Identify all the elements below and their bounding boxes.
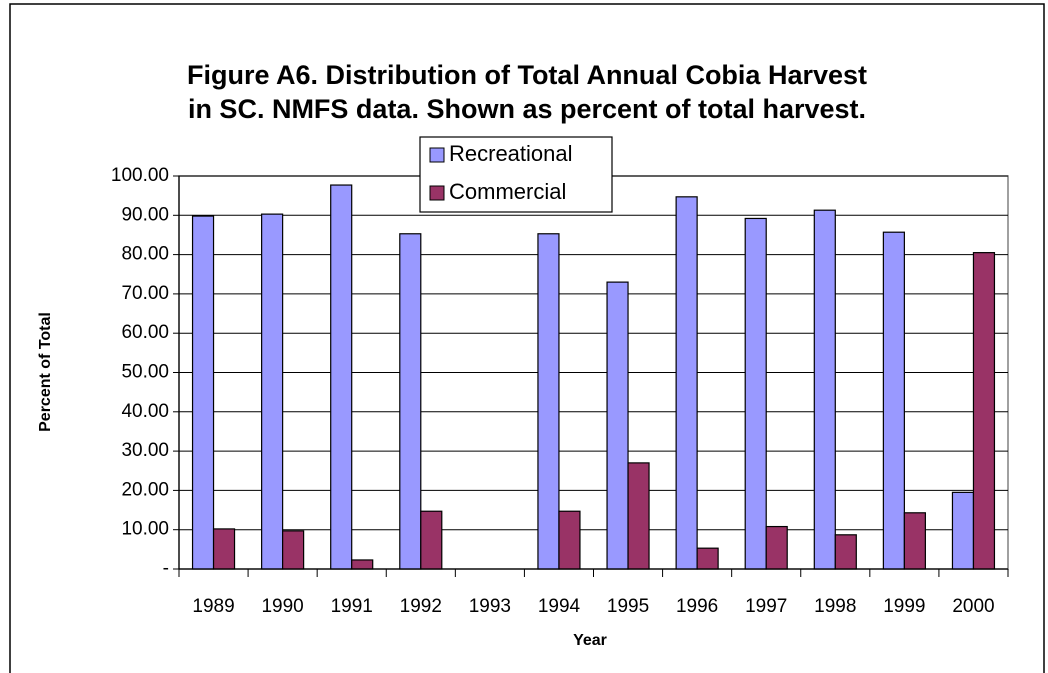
bar: [330, 184, 353, 570]
x-tick-label: 1993: [469, 596, 511, 617]
y-tick-label: 50.00: [121, 362, 169, 383]
y-tick-label: 40.00: [121, 401, 169, 422]
legend-label: Recreational: [449, 141, 573, 166]
y-tick-label: 30.00: [121, 440, 169, 461]
chart-title: in SC. NMFS data. Shown as percent of to…: [188, 94, 866, 124]
bar: [744, 217, 767, 570]
y-tick-label: 20.00: [121, 479, 169, 500]
chart-title: Figure A6. Distribution of Total Annual …: [187, 60, 867, 90]
bar: [537, 233, 560, 570]
bar: [903, 512, 926, 570]
bar: [696, 547, 719, 570]
x-tick-label: 1990: [261, 596, 303, 617]
bar: [765, 525, 788, 570]
bar: [261, 213, 284, 570]
x-axis-title: Year: [573, 632, 607, 649]
x-tick-label: 1995: [607, 596, 649, 617]
bar: [882, 231, 905, 570]
bar: [420, 510, 443, 570]
bar: [606, 281, 629, 570]
bar: [627, 462, 650, 570]
legend-swatch: [429, 185, 445, 201]
legend-swatch: [429, 147, 445, 163]
x-tick-label: 1998: [814, 596, 856, 617]
x-tick-label: 1999: [883, 596, 925, 617]
legend-box: [419, 136, 613, 213]
x-tick-label: 1991: [331, 596, 373, 617]
y-tick-label: 80.00: [121, 244, 169, 265]
y-tick-label: 10.00: [121, 519, 169, 540]
x-tick-label: 1996: [676, 596, 718, 617]
bar: [834, 534, 857, 570]
bar: [675, 196, 698, 570]
legend-label: Commercial: [449, 179, 566, 204]
y-tick-label: 60.00: [121, 322, 169, 343]
bar: [399, 233, 422, 570]
bar: [282, 530, 305, 570]
bar: [351, 559, 374, 570]
x-tick-label: 1989: [192, 596, 234, 617]
y-tick-label: 100.00: [111, 165, 169, 186]
bar: [558, 510, 581, 570]
bar: [951, 491, 975, 570]
bar: [813, 209, 836, 570]
y-tick-label: 70.00: [121, 283, 169, 304]
y-axis-title: Percent of Total: [37, 312, 54, 432]
x-tick-label: 1992: [400, 596, 442, 617]
y-tick-label: -: [163, 558, 169, 579]
bar: [972, 252, 996, 570]
x-tick-label: 1997: [745, 596, 787, 617]
bar: [191, 215, 215, 570]
x-tick-label: 1994: [538, 596, 581, 617]
x-tick-label: 2000: [952, 596, 994, 617]
y-tick-label: 90.00: [121, 204, 169, 225]
bar: [212, 528, 236, 570]
